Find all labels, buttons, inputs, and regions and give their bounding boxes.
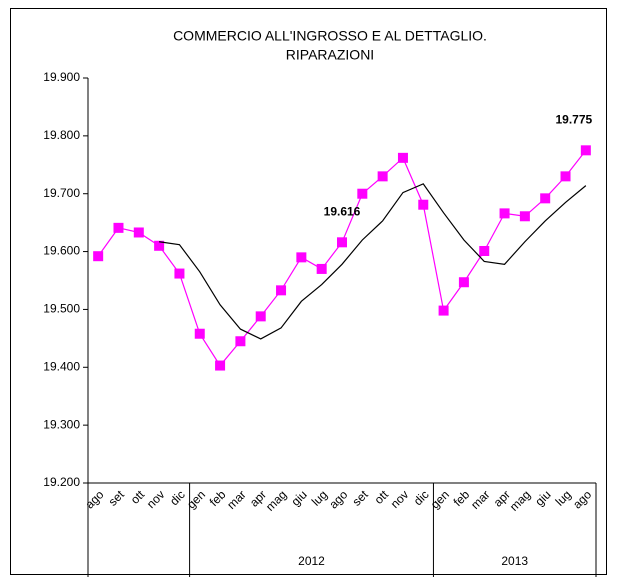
y-tick-label: 19.200 [43,475,80,489]
point-marker [235,336,246,347]
point-marker [133,227,144,238]
point-marker [337,237,347,248]
point-marker [499,208,510,219]
point-marker [174,268,185,279]
point-marker [479,245,490,256]
group-label: 2013 [501,554,528,568]
data-label: 19.775 [555,112,592,126]
point-marker [397,152,408,163]
point-marker [276,285,287,296]
point-marker [296,252,307,263]
point-marker [438,305,449,316]
y-tick-label: 19.600 [43,244,80,258]
y-tick-label: 19.900 [43,70,80,84]
point-marker [194,328,205,339]
y-tick-label: 19.400 [43,359,80,373]
group-label: 2012 [298,554,325,568]
point-marker [418,199,429,210]
y-tick-label: 19.800 [43,128,80,142]
point-marker [154,240,165,251]
point-marker [458,277,469,288]
point-marker [540,193,551,204]
y-tick-label: 19.300 [43,417,80,431]
point-marker [113,222,124,233]
series-line [159,183,587,340]
point-marker [215,360,226,371]
point-marker [255,311,266,322]
chart-frame [10,8,607,575]
point-marker [316,263,327,274]
data-label: 19.616 [324,204,361,218]
y-tick-label: 19.500 [43,302,80,316]
point-marker [519,211,530,222]
y-tick-label: 19.700 [43,186,80,200]
point-marker [93,251,104,262]
chart-title: COMMERCIO ALL'INGROSSO E AL DETTAGLIO. [173,28,487,44]
point-marker [580,145,591,156]
point-marker [560,171,571,182]
point-marker [357,188,368,199]
chart-title: RIPARAZIONI [286,47,374,63]
point-marker [377,171,388,182]
